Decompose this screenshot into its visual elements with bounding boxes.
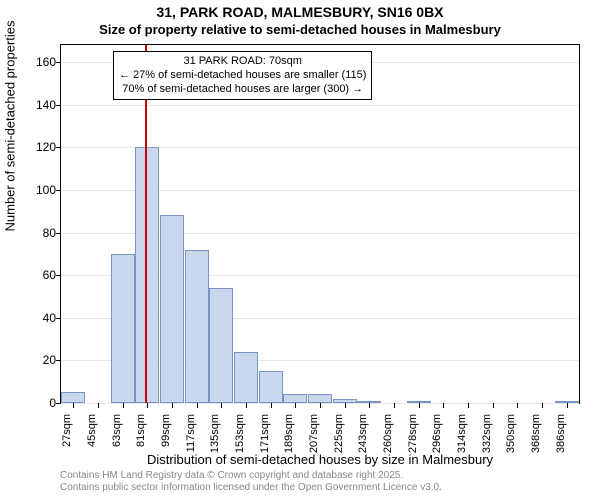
xtick-mark: [443, 403, 444, 408]
xtick-mark: [123, 403, 124, 408]
xtick-mark: [172, 403, 173, 408]
ytick-mark: [56, 147, 61, 148]
histogram-bar: [61, 392, 85, 403]
attribution-footer: Contains HM Land Registry data © Crown c…: [60, 470, 442, 494]
ytick-label: 60: [16, 268, 56, 282]
xtick-mark: [221, 403, 222, 408]
xtick-mark: [394, 403, 395, 408]
histogram-bar: [259, 371, 283, 403]
histogram-bar: [234, 352, 258, 403]
histogram-bar: [209, 288, 233, 403]
histogram-bar: [283, 394, 307, 403]
footer-line-2: Contains public sector information licen…: [60, 482, 442, 494]
ytick-label: 40: [16, 311, 56, 325]
xtick-mark: [271, 403, 272, 408]
histogram-bar: [111, 254, 135, 403]
xtick-mark: [320, 403, 321, 408]
xtick-mark: [542, 403, 543, 408]
gridline: [61, 105, 579, 106]
histogram-bar: [308, 394, 332, 403]
xtick-mark: [295, 403, 296, 408]
ytick-mark: [56, 190, 61, 191]
ytick-mark: [56, 105, 61, 106]
xtick-mark: [345, 403, 346, 408]
ytick-mark: [56, 318, 61, 319]
chart-title: 31, PARK ROAD, MALMESBURY, SN16 0BX: [0, 4, 600, 20]
xtick-mark: [98, 403, 99, 408]
ytick-label: 160: [16, 55, 56, 69]
xtick-mark: [73, 403, 74, 408]
xtick-mark: [197, 403, 198, 408]
annotation-subject: 31 PARK ROAD: 70sqm: [119, 55, 366, 69]
plot-area: 31 PARK ROAD: 70sqm ← 27% of semi-detach…: [60, 44, 580, 404]
xtick-mark: [468, 403, 469, 408]
ytick-mark: [56, 233, 61, 234]
x-axis-label: Distribution of semi-detached houses by …: [60, 452, 580, 467]
xtick-mark: [493, 403, 494, 408]
y-axis-label: Number of semi-detached properties: [3, 21, 18, 232]
xtick-mark: [246, 403, 247, 408]
annotation-larger: 70% of semi-detached houses are larger (…: [119, 83, 366, 97]
xtick-mark: [147, 403, 148, 408]
xtick-mark: [419, 403, 420, 408]
ytick-label: 0: [16, 396, 56, 410]
ytick-mark: [56, 360, 61, 361]
ytick-label: 80: [16, 226, 56, 240]
histogram-bar: [135, 147, 159, 403]
histogram-bar: [185, 250, 209, 403]
annotation-box: 31 PARK ROAD: 70sqm ← 27% of semi-detach…: [113, 51, 372, 100]
xtick-mark: [369, 403, 370, 408]
xtick-mark: [567, 403, 568, 408]
xtick-mark: [517, 403, 518, 408]
ytick-label: 120: [16, 140, 56, 154]
chart-subtitle: Size of property relative to semi-detach…: [0, 22, 600, 37]
annotation-smaller: ← 27% of semi-detached houses are smalle…: [119, 69, 366, 83]
ytick-label: 140: [16, 98, 56, 112]
property-size-histogram: 31, PARK ROAD, MALMESBURY, SN16 0BX Size…: [0, 0, 600, 500]
histogram-bar: [160, 215, 184, 403]
ytick-label: 20: [16, 353, 56, 367]
footer-line-1: Contains HM Land Registry data © Crown c…: [60, 470, 442, 482]
ytick-label: 100: [16, 183, 56, 197]
ytick-mark: [56, 275, 61, 276]
ytick-mark: [56, 62, 61, 63]
ytick-mark: [56, 403, 61, 404]
